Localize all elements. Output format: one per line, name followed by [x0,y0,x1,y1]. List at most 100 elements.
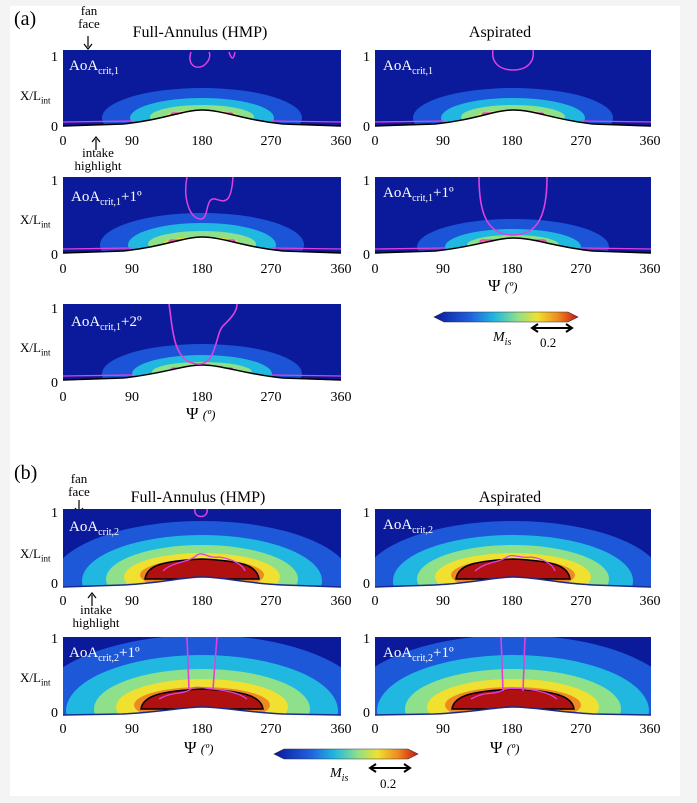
y-tick-1: 1 [51,632,58,647]
arrow-down-icon [83,36,93,50]
x-tick: 360 [330,594,352,609]
colorbar-label-a: Mis [493,330,512,348]
x-tick: 360 [330,134,352,149]
y-tick-1: 1 [51,50,58,65]
y-tick-1: 1 [51,302,58,317]
column-title-aspirated-a: Aspirated [468,24,532,41]
x-tick: 90 [436,262,450,277]
x-tick: 180 [191,262,213,277]
contour-plot-a2-aspirated: AoAcrit,1+1º [375,177,651,259]
arrow-up-icon [91,136,101,150]
colorbar-label-b: Mis [330,766,349,784]
x-tick: 360 [639,262,661,277]
contour-plot-b2-aspirated: AoAcrit,2+1º [375,637,651,719]
y-tick-0: 0 [51,706,58,721]
x-tick: 0 [59,134,67,149]
contour-plot-b1-aspirated: AoAcrit,2 [375,509,651,591]
x-tick: 90 [125,390,139,405]
x-tick: 90 [436,594,450,609]
arrow-up-icon [87,592,97,606]
x-tick: 270 [570,134,592,149]
panel-label-b1-left: AoAcrit,2 [69,519,119,538]
part-a-label: (a) [14,8,37,30]
panel-label-b1-right: AoAcrit,2 [383,517,433,536]
x-tick: 90 [125,594,139,609]
x-tick: 0 [371,594,379,609]
x-tick: 90 [125,134,139,149]
y-tick-1: 1 [363,174,370,189]
x-tick: 0 [371,134,379,149]
x-tick: 270 [260,262,282,277]
colorbar-scale-a: 0.2 [540,335,557,350]
x-tick: 360 [330,390,352,405]
y-tick-0: 0 [363,248,370,263]
x-tick: 0 [59,262,67,277]
x-axis-label: Ψ (º) [488,276,518,295]
y-tick-0: 0 [363,577,370,592]
x-tick: 90 [125,722,139,737]
x-tick: 180 [191,134,213,149]
x-tick: 360 [330,262,352,277]
x-tick: 270 [260,390,282,405]
x-tick: 270 [570,262,592,277]
contour-plot-b1-full-annulus: AoAcrit,2 [63,509,341,591]
colorbar-b [273,748,419,760]
fan-face-annotation-b: fan face [68,471,90,499]
scale-arrow-icon [530,323,574,333]
y-tick-0: 0 [363,706,370,721]
y-tick-1: 1 [363,50,370,65]
x-tick: 0 [371,722,379,737]
part-b-label: (b) [14,462,38,484]
y-tick-0: 0 [51,120,58,135]
x-tick: 360 [639,722,661,737]
x-tick: 270 [260,134,282,149]
scale-arrow-icon [368,763,412,773]
panel-label-a2-right: AoAcrit,1+1º [383,185,454,204]
x-tick: 0 [59,594,67,609]
panel-label-a1-left: AoAcrit,1 [69,58,119,77]
x-axis-label: Ψ (º) [184,738,214,757]
x-tick: 360 [639,594,661,609]
x-tick: 180 [501,262,523,277]
colorbar-scale-b: 0.2 [380,776,397,791]
y-axis-label: X/Lint [20,546,51,564]
intake-highlight-annotation-b: intake highlight [72,602,120,630]
column-title-aspirated-b: Aspirated [478,489,542,506]
column-title-full-annulus-b: Full-Annulus (HMP) [130,489,266,506]
x-tick: 180 [191,722,213,737]
x-tick: 270 [260,594,282,609]
contour-plot-a1-aspirated: AoAcrit,1 [375,50,651,132]
y-axis-label: X/Lint [20,88,51,106]
x-axis-label: Ψ (º) [490,738,520,757]
x-tick: 180 [501,594,523,609]
y-tick-1: 1 [363,506,370,521]
x-tick: 180 [501,134,523,149]
x-tick: 90 [436,134,450,149]
x-tick: 270 [570,594,592,609]
x-tick: 270 [570,722,592,737]
contour-plot-b2-full-annulus: AoAcrit,2+1º [63,637,341,719]
x-tick: 180 [501,722,523,737]
x-tick: 360 [330,722,352,737]
y-axis-label: X/Lint [20,670,51,688]
panel-label-a2-left: AoAcrit,1+1º [71,189,142,208]
colorbar-a [433,311,579,323]
y-tick-1: 1 [51,506,58,521]
x-axis-label: Ψ (º) [186,404,216,423]
x-tick: 360 [639,134,661,149]
y-tick-0: 0 [51,248,58,263]
x-tick: 0 [59,390,67,405]
intake-highlight-annotation-a: intake highlight [74,145,122,173]
contour-plot-a3-full-annulus: AoAcrit,1+2º [63,304,341,386]
x-tick: 180 [191,594,213,609]
contour-plot-a2-full-annulus: AoAcrit,1+1º [63,177,341,259]
y-axis-label: X/Lint [20,212,51,230]
x-tick: 180 [191,390,213,405]
y-tick-0: 0 [363,120,370,135]
x-tick: 0 [59,722,67,737]
x-tick: 90 [125,262,139,277]
y-tick-0: 0 [51,577,58,592]
contour-plot-a1-full-annulus: AoAcrit,1 [63,50,341,132]
x-tick: 90 [436,722,450,737]
x-tick: 0 [371,262,379,277]
